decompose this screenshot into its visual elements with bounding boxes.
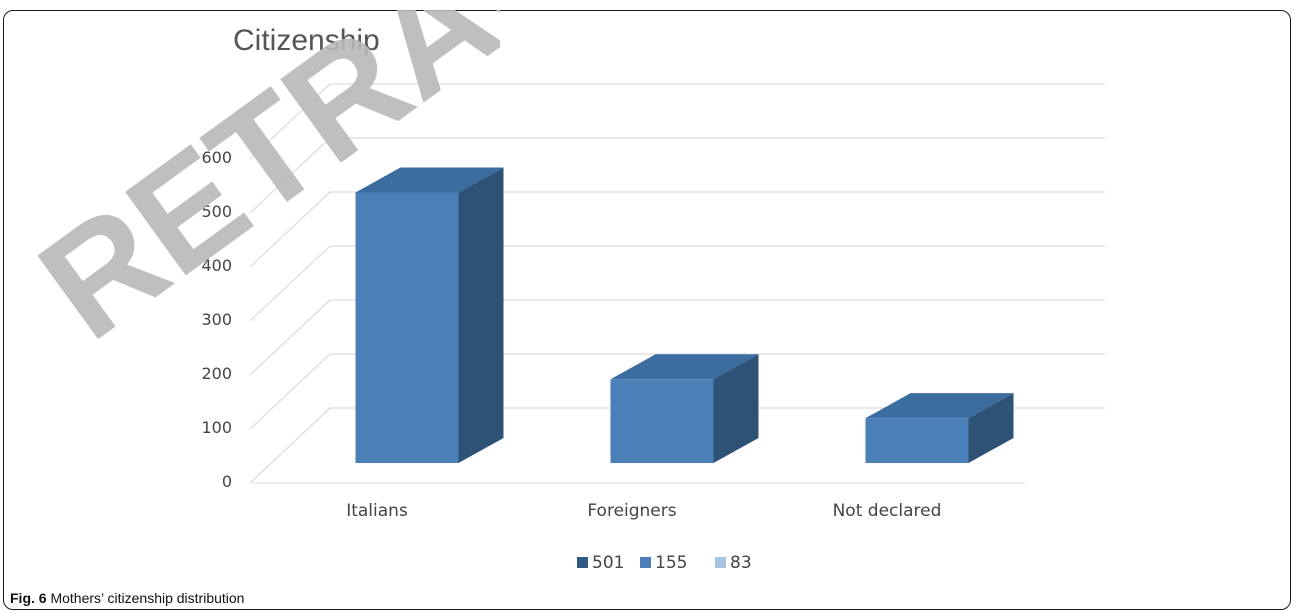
y-tick-label: 200	[201, 364, 232, 383]
x-axis-tick-labels: Italians Foreigners Not declared	[346, 501, 941, 521]
bar-top	[610, 354, 759, 380]
x-tick-label: Italians	[346, 501, 408, 521]
bars	[355, 167, 1014, 463]
y-tick-label: 100	[201, 418, 232, 437]
gridline-diagonal	[249, 83, 331, 160]
legend-entry: 501	[577, 553, 624, 573]
bar-top	[865, 393, 1014, 419]
bar-side	[713, 354, 759, 463]
bar-front	[355, 192, 459, 463]
x-tick-label: Not declared	[833, 501, 942, 521]
legend-entry: 155	[640, 553, 687, 573]
y-tick-label: 300	[201, 310, 232, 329]
bar-front	[865, 418, 969, 463]
y-axis-tick-labels: 0 100 200 300 400 500 600	[201, 148, 232, 491]
bar-front	[610, 379, 714, 463]
retracted-watermark: RETRACTED	[20, 10, 500, 340]
legend-swatch	[715, 557, 726, 568]
y-tick-label: 0	[222, 472, 232, 491]
legend-entry: 83	[715, 553, 752, 573]
y-tick-label: 600	[201, 148, 232, 167]
bar	[865, 393, 1014, 463]
legend-swatch	[640, 557, 651, 568]
legend-swatch	[577, 557, 588, 568]
legend: 501 155 83	[577, 553, 752, 573]
bar-side	[458, 167, 504, 463]
x-tick-label: Foreigners	[587, 501, 676, 521]
figure-caption: Fig. 6 Mothers’ citizenship distribution	[10, 590, 244, 606]
chart-title: Citizenship	[233, 24, 380, 57]
bar	[610, 354, 759, 463]
gridline-diagonal	[249, 137, 331, 214]
legend-label: 501	[592, 553, 624, 573]
figure-label: Fig. 6	[10, 590, 47, 606]
figure-frame	[3, 10, 1291, 610]
figure-caption-text: Mothers’ citizenship distribution	[50, 590, 245, 606]
y-tick-label: 400	[201, 256, 232, 275]
bar	[355, 167, 504, 463]
gridline-diagonal	[249, 299, 331, 376]
bar-top	[355, 167, 504, 193]
legend-label: 83	[730, 553, 752, 573]
legend-label: 155	[655, 553, 687, 573]
svg-text:RETRACTED: RETRACTED	[20, 10, 500, 340]
gridline-diagonal	[249, 191, 331, 268]
gridline-diagonal	[249, 245, 331, 322]
bar-side	[968, 393, 1014, 463]
gridline-diagonal	[249, 407, 331, 484]
y-tick-label: 500	[201, 202, 232, 221]
gridline-diagonal	[249, 353, 331, 430]
